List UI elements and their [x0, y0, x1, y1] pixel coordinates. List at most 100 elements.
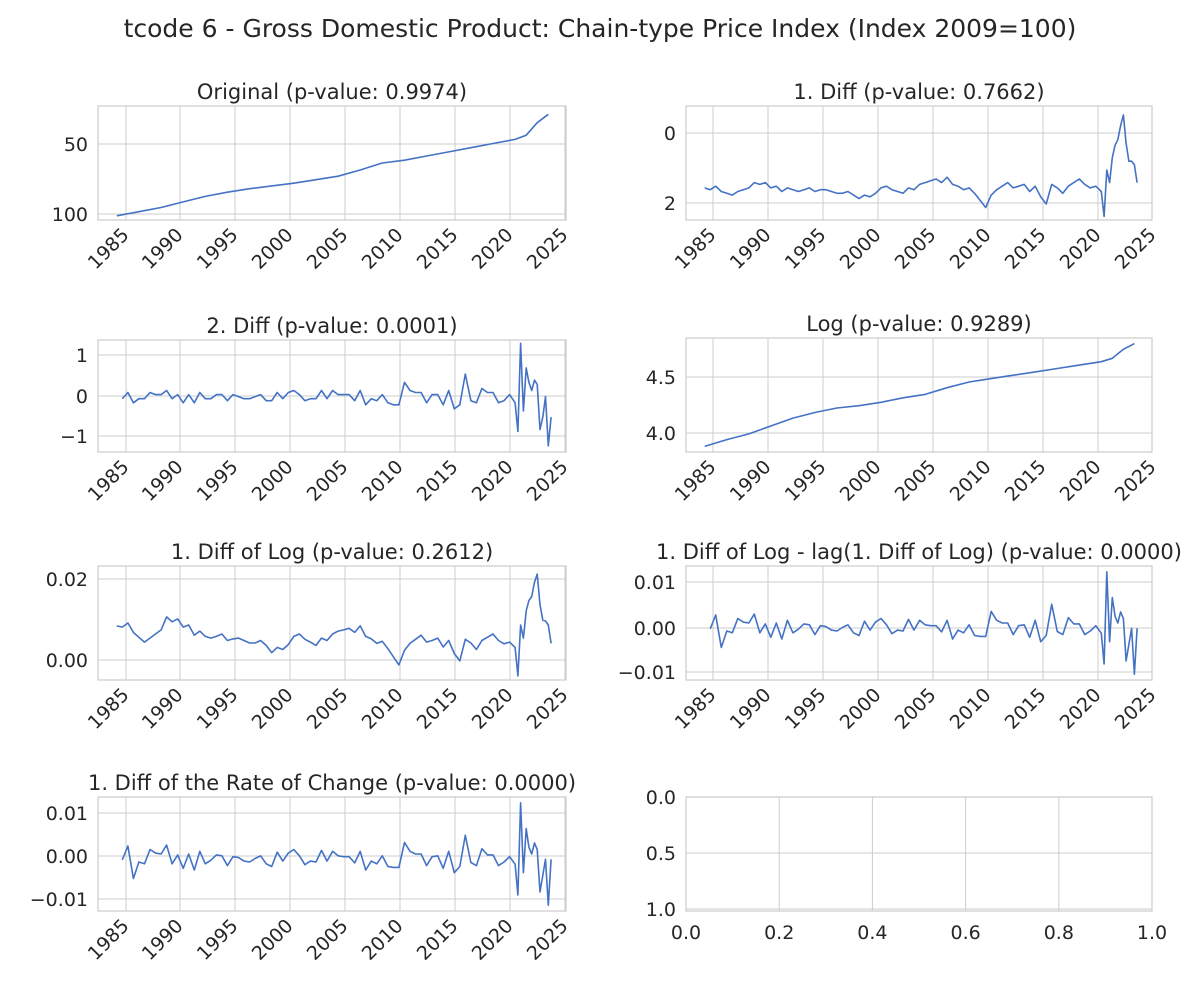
x-tick-label: 2015	[413, 684, 463, 734]
x-tick-label: 1995	[193, 456, 243, 506]
x-tick-label: 2000	[836, 224, 886, 274]
y-tick-label: 0.5	[646, 843, 676, 865]
x-tick-label: 2000	[248, 684, 298, 734]
x-tick-label: 2005	[303, 915, 353, 965]
y-tick-label: 0.00	[634, 618, 676, 640]
x-tick-label: 2000	[836, 684, 886, 734]
x-tick-label: 2010	[946, 224, 996, 274]
x-tick-label: 1990	[138, 224, 188, 274]
x-tick-label: 1995	[193, 684, 243, 734]
x-tick-label: 2025	[523, 915, 573, 965]
x-tick-label: 2015	[413, 456, 463, 506]
y-tick-label: 0.00	[46, 650, 88, 672]
x-tick-label: 1985	[671, 456, 721, 506]
x-tick-label: 2020	[1056, 224, 1106, 274]
series-line	[121, 802, 552, 906]
x-tick-label: 2020	[468, 915, 518, 965]
x-tick-label: 1990	[726, 456, 776, 506]
x-tick-label: 2025	[1111, 456, 1161, 506]
x-tick-label: 2015	[1001, 456, 1051, 506]
x-tick-label: 2000	[248, 915, 298, 965]
x-tick-label: 2015	[1001, 224, 1051, 274]
x-tick-label: 0.8	[1044, 922, 1074, 944]
x-tick-label: 1995	[781, 684, 831, 734]
subplot-3: 1985 1990 1995 2000 2005 2010 2015 2020 2025 1 0 −1…	[60, 314, 573, 506]
x-tick-label: 2025	[1111, 684, 1161, 734]
series-line	[704, 342, 1135, 448]
x-tick-label: 1985	[84, 915, 134, 965]
y-tick-label: 4.0	[646, 423, 676, 445]
plot-frame	[97, 339, 567, 453]
x-tick-label: 1985	[671, 684, 721, 734]
plot-frame	[685, 796, 1153, 912]
x-tick-label: 2010	[946, 684, 996, 734]
x-tick-label: 1990	[138, 915, 188, 965]
subplot-title: 1. Diff (p-value: 0.7662)	[793, 80, 1044, 104]
x-tick-label: 2020	[468, 224, 518, 274]
x-tick-label: 0.2	[764, 922, 794, 944]
y-tick-label: −1	[60, 426, 88, 448]
figure-title: tcode 6 - Gross Domestic Product: Chain-…	[123, 14, 1077, 43]
x-tick-label: 1990	[138, 684, 188, 734]
series-line	[116, 113, 549, 217]
subplot-8: 0.0 0.2 0.4 0.6 0.8 1.00.00.51.0	[646, 787, 1167, 944]
subplot-6: 1985 1990 1995 2000 2005 2010 2015 2020 2025 0.01…	[618, 540, 1182, 734]
plot-frame	[685, 105, 1153, 221]
x-tick-label: 1985	[84, 684, 134, 734]
x-tick-label: 2020	[1056, 456, 1106, 506]
plot-frame	[97, 796, 567, 912]
x-tick-label: 2015	[1001, 684, 1051, 734]
series-line	[709, 571, 1138, 675]
x-tick-label: 1985	[671, 224, 721, 274]
subplot-title: 2. Diff (p-value: 0.0001)	[206, 314, 457, 338]
x-tick-label: 2020	[468, 684, 518, 734]
x-tick-label: 2025	[523, 224, 573, 274]
subplot-4: 1985 1990 1995 2000 2005 2010 2015 2020 2025 4.5 4…	[646, 312, 1161, 506]
y-tick-label: −0.01	[30, 889, 88, 911]
x-tick-label: 2010	[946, 456, 996, 506]
x-tick-label: 2025	[523, 684, 573, 734]
x-tick-label: 2015	[413, 224, 463, 274]
y-tick-label: 0.01	[634, 572, 676, 594]
subplot-7: 1985 1990 1995 2000 2005 2010 2015 2020 2025 0.01…	[30, 771, 576, 965]
x-tick-label: 2000	[248, 224, 298, 274]
y-tick-label: 0.01	[46, 803, 88, 825]
x-tick-label: 2005	[891, 224, 941, 274]
x-tick-label: 0.0	[671, 922, 701, 944]
subplot-title: 1. Diff of Log - lag(1. Diff of Log) (p-…	[656, 540, 1182, 564]
x-tick-label: 2020	[1056, 684, 1106, 734]
y-tick-label: 100	[52, 204, 88, 226]
x-tick-label: 1990	[138, 456, 188, 506]
y-tick-label: 0	[76, 386, 88, 408]
x-tick-label: 1995	[193, 915, 243, 965]
x-tick-label: 1995	[781, 224, 831, 274]
y-tick-label: 2	[664, 193, 676, 215]
y-tick-label: 0.02	[46, 569, 88, 591]
y-tick-label: 0	[664, 123, 676, 145]
subplot-title: 1. Diff of the Rate of Change (p-value: …	[88, 771, 576, 795]
subplot-title: Original (p-value: 0.9974)	[197, 80, 467, 104]
series-line	[116, 573, 552, 677]
x-tick-label: 2000	[836, 456, 886, 506]
subplot-title: 1. Diff of Log (p-value: 0.2612)	[171, 540, 493, 564]
x-tick-label: 2005	[891, 456, 941, 506]
x-tick-label: 1985	[84, 224, 134, 274]
y-tick-label: 4.5	[646, 367, 676, 389]
y-tick-label: 0.00	[46, 846, 88, 868]
x-tick-label: 1.0	[1137, 922, 1167, 944]
y-tick-label: 1.0	[646, 899, 676, 921]
x-tick-label: 2005	[303, 684, 353, 734]
subplot-1: 1985 1990 1995 2000 2005 2010 2015 2020 2025 50 10…	[52, 80, 573, 274]
series-line	[704, 114, 1138, 218]
series-line	[121, 342, 552, 447]
plot-frame	[97, 565, 567, 681]
x-tick-label: 2025	[1111, 224, 1161, 274]
x-tick-label: 2025	[523, 456, 573, 506]
subplot-5: 1985 1990 1995 2000 2005 2010 2015 2020 2025 0.02…	[46, 540, 573, 734]
x-tick-label: 2020	[468, 456, 518, 506]
y-tick-label: 1	[76, 345, 88, 367]
x-tick-label: 2015	[413, 915, 463, 965]
x-tick-label: 2010	[358, 915, 408, 965]
y-tick-label: 0.0	[646, 787, 676, 809]
x-tick-label: 2005	[303, 224, 353, 274]
